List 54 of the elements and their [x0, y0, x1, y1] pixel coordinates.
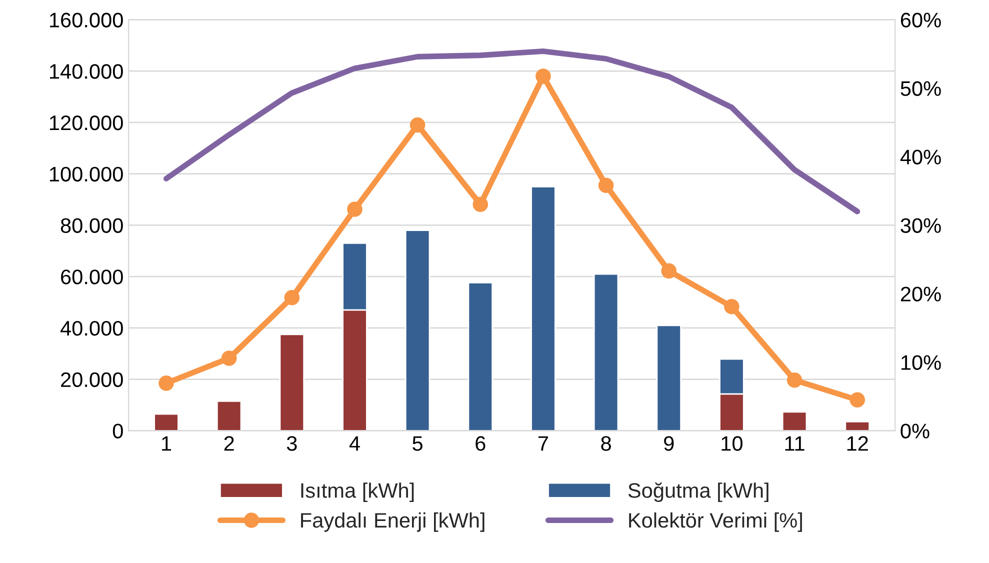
point	[410, 117, 426, 133]
point	[724, 298, 740, 314]
y-tick-label: 60.000	[61, 270, 123, 284]
point	[536, 68, 551, 84]
x-tick-label: 6	[476, 436, 486, 451]
bar	[279, 334, 305, 431]
x-tick-label: 5	[412, 436, 422, 451]
legend-label: Faydalı Enerji [kWh]	[301, 512, 484, 532]
y2-tick-label: 60%	[900, 12, 941, 28]
y-tick-label: 100.000	[50, 166, 123, 182]
y-tick-label: 120.000	[50, 115, 123, 130]
y-tick-label: 0	[112, 424, 123, 438]
y-tick-label: 80.000	[60, 218, 123, 233]
x-tick-label: 12	[847, 436, 868, 451]
bar	[844, 421, 870, 431]
point	[221, 350, 237, 366]
bar	[782, 411, 808, 431]
x-tick-label: 10	[722, 436, 742, 451]
y2-tick-label: 0%	[900, 424, 930, 438]
y-tick-label: 40.000	[60, 320, 123, 336]
x-tick-label: 11	[785, 436, 804, 451]
point	[284, 290, 300, 306]
y-tick-label: 140.000	[50, 64, 123, 79]
point	[472, 196, 488, 212]
point	[850, 392, 865, 408]
legend-label: Soğutma [kWh]	[628, 482, 768, 502]
legend-label: Kolektör Verimi [%]	[629, 512, 802, 532]
y2-tick-label: 30%	[900, 218, 941, 233]
bar	[468, 282, 494, 431]
point	[661, 263, 677, 279]
point	[786, 372, 802, 388]
x-tick-label: 4	[349, 436, 360, 451]
bar	[530, 186, 556, 431]
y2-tick-label: 50%	[900, 81, 941, 96]
y2-tick-label: 10%	[901, 355, 941, 370]
x-tick-label: 7	[538, 436, 548, 451]
point	[158, 376, 174, 391]
point	[347, 202, 362, 217]
x-tick-label: 1	[162, 436, 172, 451]
point	[598, 178, 614, 194]
bar	[593, 273, 619, 431]
x-tick-label: 9	[664, 436, 674, 451]
x-tick-label: 8	[601, 436, 611, 451]
x-tick-label: 2	[224, 436, 234, 451]
y-tick-label: 160.000	[50, 12, 123, 28]
x-tick-label: 3	[286, 436, 297, 451]
bar	[216, 400, 242, 431]
bar	[404, 230, 430, 431]
legend-label: Isıtma [kWh]	[301, 482, 414, 502]
bar	[656, 324, 682, 431]
y2-tick-label: 20%	[900, 286, 941, 302]
y2-tick-label: 40%	[900, 150, 941, 164]
y-tick-label: 20.000	[61, 372, 123, 388]
bar	[154, 413, 179, 431]
